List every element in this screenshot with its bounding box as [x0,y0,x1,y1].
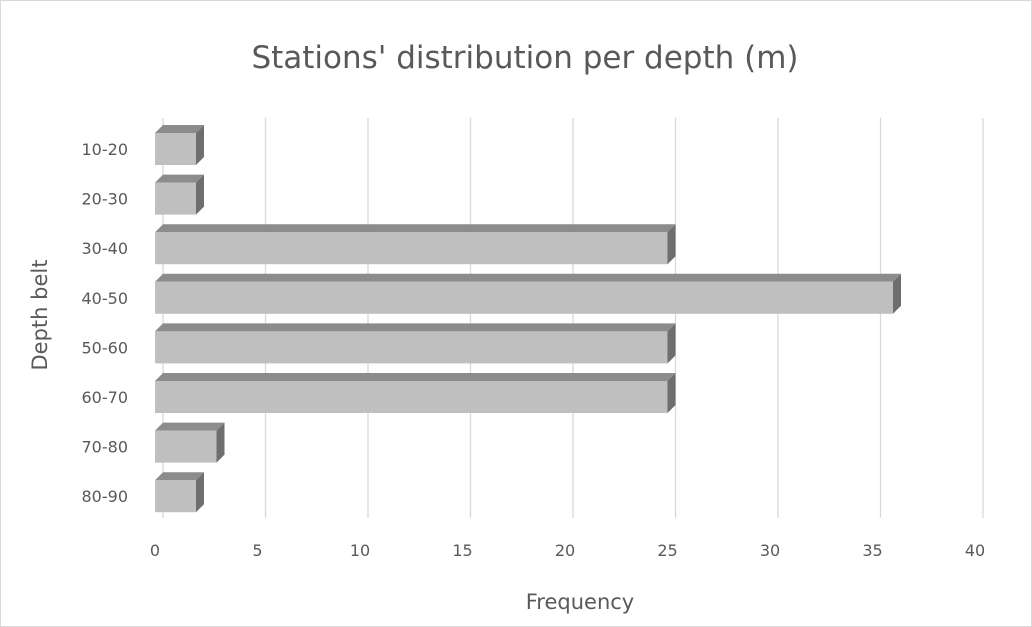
bar-front-face [155,232,668,265]
bar-front-face [155,182,196,215]
bar-side-face [196,174,204,215]
bars [155,125,901,513]
x-tick-label: 20 [555,541,575,560]
bar-top-face [155,125,204,133]
bar-side-face [667,323,676,364]
y-tick-labels: 10-20 20-30 30-40 40-50 50-60 60-70 70-80 80-90 [82,140,129,506]
chart-title: Stations' distribution per depth (m) [251,40,798,76]
y-tick-label: 70-80 [82,438,129,457]
gridlines [162,118,984,518]
bar [155,224,676,265]
y-tick-label: 80-90 [82,487,129,506]
x-tick-label: 0 [150,541,160,560]
bar-front-face [155,281,893,314]
bar [155,273,901,314]
bar-front-face [155,480,196,513]
y-tick-label: 50-60 [82,338,129,357]
bar [155,323,676,364]
bar-side-face [667,373,676,413]
bar-front-face [155,133,196,165]
bar-side-face [667,224,676,265]
x-axis-title: Frequency [526,590,635,614]
x-tick-labels: 0 5 10 15 20 25 30 35 40 [150,541,985,560]
bar-top-face [155,472,204,481]
bar-side-face [196,472,204,513]
bar-front-face [155,331,668,364]
bar-front-face [155,381,668,413]
y-tick-label: 10-20 [82,140,129,159]
x-tick-label: 30 [760,541,780,560]
bar [155,422,225,463]
x-tick-label: 15 [452,541,472,560]
bar [155,174,204,215]
y-tick-label: 20-30 [82,190,129,209]
bar-side-face [216,422,225,463]
bar-side-face [893,273,901,314]
bar-top-face [155,422,225,431]
bar-top-face [155,224,676,233]
bar-top-face [155,273,901,282]
bar-top-face [155,373,676,381]
x-tick-label: 35 [862,541,882,560]
bar [155,472,204,513]
bar-front-face [155,430,217,463]
bar [155,125,204,165]
bar-side-face [196,125,204,165]
x-tick-label: 25 [657,541,677,560]
y-tick-label: 40-50 [82,289,129,308]
x-tick-label: 5 [252,541,262,560]
bar-top-face [155,174,204,183]
x-tick-label: 40 [965,541,985,560]
y-tick-label: 60-70 [82,388,129,407]
x-tick-label: 10 [350,541,370,560]
y-tick-label: 30-40 [82,239,129,258]
bar [155,373,676,413]
bar-top-face [155,323,676,332]
y-axis-title: Depth belt [28,260,52,371]
